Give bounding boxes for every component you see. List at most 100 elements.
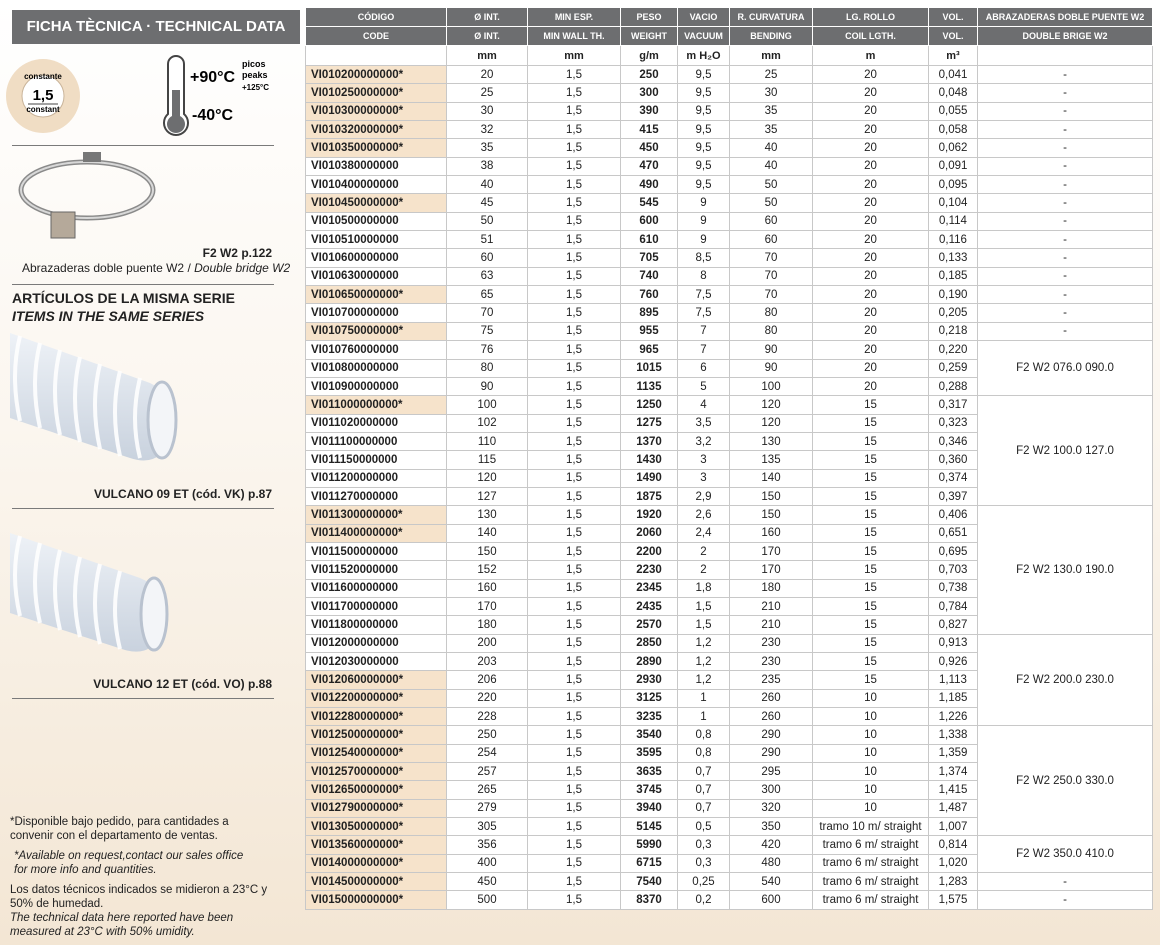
table-cell: tramo 6 m/ straight (812, 890, 929, 910)
table-cell: 1490 (620, 468, 678, 488)
table-cell: 90 (446, 376, 528, 397)
table-cell: 1,5 (527, 890, 621, 910)
badge-bottom: constant (26, 105, 60, 114)
table-cell: 1,2 (677, 670, 730, 690)
table-cell: 1,5 (527, 248, 621, 268)
units-row: mm mm g/m m H₂O mm m m³ (305, 45, 1153, 66)
product-code: VI012060000000* (305, 670, 447, 690)
product-code: VI011270000000 (305, 486, 447, 507)
product-code: VI011700000000 (305, 596, 447, 617)
table-row: VI010600000000 60 1,5 705 8,5 70 20 0,133- (305, 248, 1153, 268)
table-cell: 5990 (620, 835, 678, 855)
table-cell: 0,095 (928, 175, 978, 195)
table-cell: 2 (677, 541, 730, 562)
table-cell: 3125 (620, 688, 678, 709)
table-cell: 15 (812, 670, 929, 690)
table-cell: 1,5 (527, 486, 621, 507)
table-cell: 160 (446, 578, 528, 598)
table-cell: 102 (446, 413, 528, 433)
hose-spiral (13, 535, 122, 650)
table-cell: 257 (446, 762, 528, 782)
table-cell: 9 (677, 193, 730, 213)
series-title: ARTÍCULOS DE LA MISMA SERIE (12, 290, 235, 306)
panel-title: FICHA TÈCNICA · TECHNICAL DATA (12, 10, 300, 44)
table-cell: 15 (812, 413, 929, 433)
table-cell: 0,5 (677, 817, 730, 837)
table-cell: 40 (729, 156, 813, 177)
table-cell: 20 (812, 285, 929, 305)
product-code: VI010380000000 (305, 156, 447, 177)
table-cell: 15 (812, 431, 929, 452)
table-cell: 1,359 (928, 743, 978, 764)
table-cell: 140 (446, 523, 528, 543)
temp-max: +90°C (190, 69, 236, 86)
table-cell: 600 (620, 211, 678, 232)
table-cell: 65 (446, 285, 528, 305)
product-code: VI012280000000* (305, 707, 447, 727)
table-cell: 540 (729, 872, 813, 892)
data-table: CÓDIGO Ø INT. MIN ESP. PESO VACIO R. CURVATUR… (305, 7, 1153, 910)
table-row: VI012280000000* 228 1,5 3235 1 260 10 1,226 (305, 707, 1153, 727)
table-row: VI011150000000 115 1,5 1430 3 135 15 0,360 (305, 450, 1153, 470)
table-cell: 4 (677, 395, 730, 415)
table-cell: 279 (446, 798, 528, 819)
table-cell: 8 (677, 266, 730, 287)
table-cell: 180 (729, 578, 813, 598)
table-cell: 1,2 (677, 633, 730, 654)
table-row: VI010300000000* 30 1,5 390 9,5 35 20 0,055- (305, 101, 1153, 122)
table-cell: 20 (812, 156, 929, 177)
table-row: VI015000000000* 500 1,5 8370 0,2 600 tramo 6 m… (305, 890, 1153, 910)
table-cell: 1,5 (527, 83, 621, 103)
table-cell: 0,406 (928, 505, 978, 525)
table-cell: 51 (446, 230, 528, 250)
badge-inner (21, 74, 65, 118)
table-cell: 0,651 (928, 523, 978, 543)
table-row: VI012060000000* 206 1,5 2930 1,2 235 15 1,113 (305, 670, 1153, 690)
table-cell: 0,288 (928, 376, 978, 397)
table-cell: 5 (677, 376, 730, 397)
clamp-cell: - (977, 83, 1153, 103)
table-cell: 9,5 (677, 138, 730, 158)
table-cell: 20 (812, 138, 929, 158)
column-header: WEIGHT (620, 26, 678, 46)
peaks-es: picos (242, 59, 266, 69)
table-cell: 20 (812, 230, 929, 250)
product-code: VI010320000000* (305, 120, 447, 140)
table-cell: 0,116 (928, 230, 978, 250)
table-cell: 0,259 (928, 358, 978, 378)
column-header: VACUUM (677, 26, 730, 46)
product-code: VI010450000000* (305, 193, 447, 213)
product-code: VI011000000000* (305, 395, 447, 415)
table-row: VI011500000000 150 1,5 2200 2 170 15 0,695 (305, 541, 1153, 562)
table-cell: 8,5 (677, 248, 730, 268)
table-cell: 15 (812, 505, 929, 525)
table-cell: 8370 (620, 890, 678, 910)
table-cell: 1,5 (527, 853, 621, 874)
product-code: VI010900000000 (305, 376, 447, 397)
accessory-desc-en: Double bridge W2 (194, 261, 291, 275)
product-code: VI010400000000 (305, 175, 447, 195)
product-code: VI011300000000* (305, 505, 447, 525)
clamp-cell: - (977, 890, 1153, 910)
table-cell: 1135 (620, 376, 678, 397)
table-cell: 260 (729, 707, 813, 727)
table-cell: 0,7 (677, 798, 730, 819)
product-code: VI010300000000* (305, 101, 447, 122)
table-cell: 76 (446, 340, 528, 360)
table-cell: 152 (446, 560, 528, 580)
product-code: VI014000000000* (305, 853, 447, 874)
table-cell: 0,8 (677, 725, 730, 745)
table-cell: 2,6 (677, 505, 730, 525)
table-cell: 470 (620, 156, 678, 177)
table-cell: 480 (729, 853, 813, 874)
table-cell: 235 (729, 670, 813, 690)
column-header: CODE (305, 26, 447, 46)
table-cell: 1,5 (527, 835, 621, 855)
table-row: VI010650000000* 65 1,5 760 7,5 70 20 0,190- (305, 285, 1153, 305)
table-row: VI014000000000* 400 1,5 6715 0,3 480 tramo 6 m… (305, 853, 1153, 874)
table-cell: 20 (812, 64, 929, 85)
table-cell: 1,5 (527, 358, 621, 378)
accessory-ref: F2 W2 p.122 (202, 246, 272, 260)
table-cell: 6 (677, 358, 730, 378)
table-cell: 220 (446, 688, 528, 709)
